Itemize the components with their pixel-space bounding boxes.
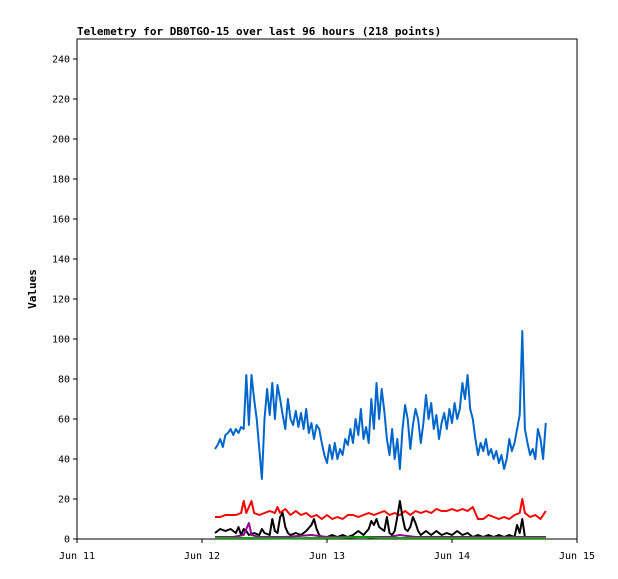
series-layer xyxy=(214,330,547,540)
y-tick-label: 60 xyxy=(58,415,70,426)
y-tick-label: 200 xyxy=(52,135,70,146)
series-line-1 xyxy=(214,330,547,480)
chart-title: Telemetry for DB0TGO-15 over last 96 hou… xyxy=(77,25,441,38)
series-line-5 xyxy=(215,536,546,540)
x-tick-label: Jun 11 xyxy=(59,551,95,562)
y-axis: 0 20 40 60 80 100 120 140 160 180 200 220 240 xyxy=(52,55,77,546)
y-tick-label: 100 xyxy=(52,335,70,346)
x-tick-label: Jun 12 xyxy=(184,551,220,562)
y-tick-label: 160 xyxy=(52,215,70,226)
x-tick-label: Jun 14 xyxy=(434,551,470,562)
x-tick-label: Jun 13 xyxy=(309,551,345,562)
y-tick-label: 220 xyxy=(52,95,70,106)
y-tick-label: 20 xyxy=(58,495,70,506)
y-tick-label: 40 xyxy=(58,455,70,466)
y-tick-label: 180 xyxy=(52,175,70,186)
y-tick-label: 240 xyxy=(52,55,70,66)
x-axis: Jun 11 Jun 12 Jun 13 Jun 14 Jun 15 xyxy=(59,539,595,562)
x-tick-label: Jun 15 xyxy=(559,551,595,562)
y-axis-label: Values xyxy=(26,269,39,309)
y-tick-label: 120 xyxy=(52,295,70,306)
y-tick-label: 0 xyxy=(64,535,70,546)
y-tick-label: 80 xyxy=(58,375,70,386)
y-tick-label: 140 xyxy=(52,255,70,266)
series-line-2 xyxy=(215,498,547,520)
